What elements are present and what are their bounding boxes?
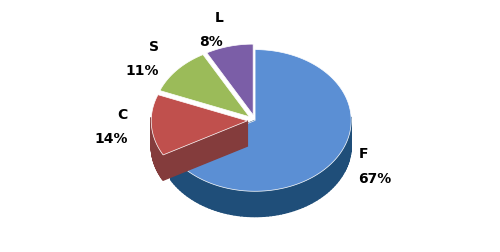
Text: 8%: 8% (200, 35, 224, 49)
Polygon shape (309, 178, 312, 205)
Polygon shape (258, 191, 261, 217)
Polygon shape (180, 165, 182, 193)
Text: 11%: 11% (126, 64, 159, 78)
Polygon shape (284, 187, 288, 213)
Polygon shape (171, 155, 172, 182)
Polygon shape (209, 183, 212, 209)
Polygon shape (198, 177, 200, 204)
Polygon shape (317, 173, 320, 200)
Polygon shape (346, 142, 347, 170)
Polygon shape (172, 157, 174, 184)
Polygon shape (264, 191, 268, 216)
Polygon shape (314, 175, 317, 202)
Polygon shape (187, 171, 190, 198)
Polygon shape (178, 163, 180, 191)
Polygon shape (160, 55, 250, 117)
Polygon shape (184, 169, 187, 196)
Polygon shape (291, 185, 294, 212)
Polygon shape (303, 181, 306, 207)
Polygon shape (342, 149, 343, 177)
Polygon shape (234, 190, 237, 215)
Polygon shape (348, 135, 350, 163)
Polygon shape (206, 182, 209, 208)
Polygon shape (278, 189, 281, 215)
Polygon shape (324, 168, 327, 195)
Polygon shape (261, 191, 264, 216)
Polygon shape (203, 180, 206, 207)
Polygon shape (340, 151, 342, 179)
Polygon shape (274, 190, 278, 215)
Polygon shape (333, 160, 335, 187)
Polygon shape (171, 121, 255, 180)
Polygon shape (224, 188, 228, 214)
Polygon shape (343, 147, 344, 174)
Polygon shape (331, 162, 333, 189)
Polygon shape (171, 50, 351, 192)
Polygon shape (192, 174, 194, 201)
Polygon shape (228, 188, 231, 214)
Polygon shape (218, 186, 221, 212)
Polygon shape (297, 183, 300, 210)
Polygon shape (347, 140, 348, 167)
Polygon shape (335, 158, 337, 185)
Polygon shape (174, 159, 176, 186)
Text: C: C (117, 108, 128, 122)
Polygon shape (344, 144, 346, 172)
Polygon shape (212, 184, 215, 210)
Polygon shape (163, 121, 248, 180)
Polygon shape (288, 186, 291, 212)
Text: L: L (214, 11, 224, 25)
Polygon shape (306, 179, 309, 206)
Polygon shape (282, 188, 284, 214)
Polygon shape (337, 156, 338, 183)
Polygon shape (248, 191, 251, 217)
Polygon shape (322, 170, 324, 197)
Polygon shape (231, 189, 234, 215)
Polygon shape (200, 179, 203, 205)
Polygon shape (182, 167, 184, 194)
Polygon shape (300, 182, 303, 208)
Polygon shape (151, 95, 248, 155)
Polygon shape (338, 154, 340, 181)
Polygon shape (244, 191, 248, 216)
Polygon shape (176, 161, 178, 188)
Polygon shape (238, 190, 241, 216)
Polygon shape (194, 176, 198, 203)
Polygon shape (320, 172, 322, 199)
Polygon shape (329, 164, 331, 191)
Polygon shape (327, 166, 329, 193)
Polygon shape (221, 187, 224, 213)
Polygon shape (251, 192, 254, 217)
Text: 14%: 14% (94, 132, 128, 146)
Text: S: S (149, 40, 159, 54)
Polygon shape (294, 184, 297, 211)
Text: 67%: 67% (358, 171, 392, 185)
Polygon shape (207, 45, 253, 115)
Polygon shape (215, 185, 218, 211)
Polygon shape (312, 176, 314, 203)
Polygon shape (268, 191, 272, 216)
Polygon shape (190, 173, 192, 200)
Polygon shape (241, 191, 244, 216)
Polygon shape (254, 192, 258, 217)
Text: F: F (358, 147, 368, 161)
Polygon shape (272, 190, 274, 216)
